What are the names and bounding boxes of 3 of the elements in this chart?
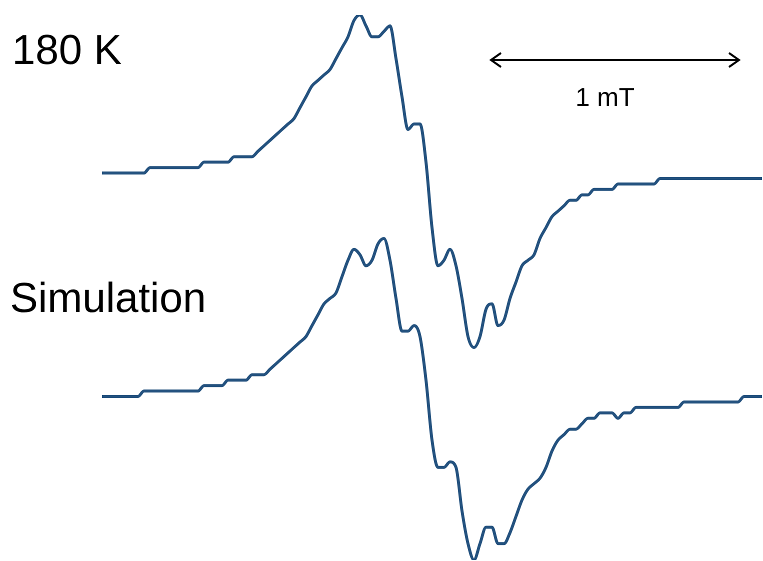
annotation: 1 mT bbox=[574, 82, 636, 113]
text: 180 K bbox=[12, 26, 122, 73]
series-label: Simulation bbox=[10, 274, 206, 321]
